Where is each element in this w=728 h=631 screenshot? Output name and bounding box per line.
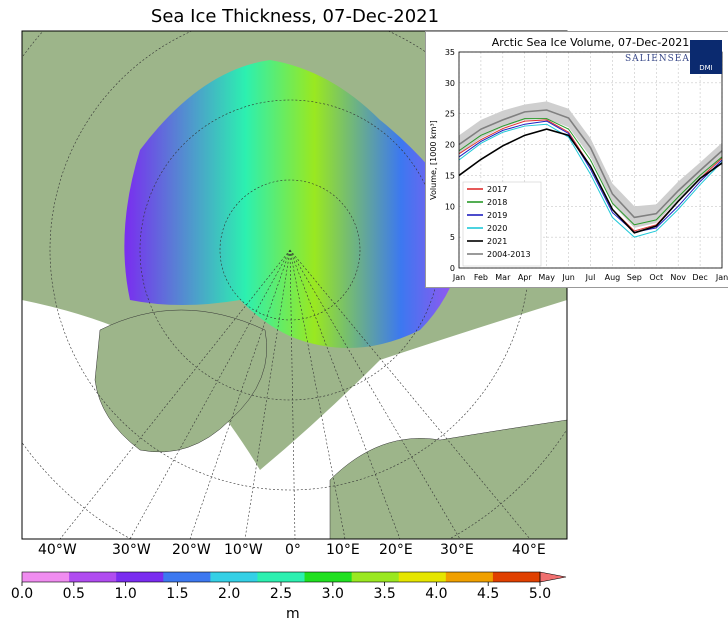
- colorbar-tick-label: 2.5: [269, 586, 293, 602]
- colorbar-tick-label: 0.5: [62, 586, 85, 602]
- legend-label: 2017: [487, 185, 507, 194]
- salienseas-logo: SALIENSEAS: [625, 54, 698, 64]
- x-tick-label: Sep: [627, 273, 642, 282]
- colorbar-tick-label: 1.0: [114, 586, 137, 602]
- series-line-2021: [458, 128, 723, 234]
- y-tick-label: 10: [445, 202, 455, 211]
- x-tick-label: Oct: [649, 273, 663, 282]
- x-tick-label: Aug: [605, 273, 621, 282]
- x-tick-label: Mar: [495, 273, 511, 282]
- lon-label-20e: 20°E: [379, 542, 413, 558]
- colorbar-tick-label: 4.0: [425, 586, 448, 602]
- colorbar-segment: [304, 572, 353, 582]
- y-tick-label: 15: [445, 171, 455, 180]
- dmi-logo: DMI: [690, 40, 722, 74]
- dmi-logo-text: DMI: [699, 64, 713, 72]
- x-tick-label: Jun: [561, 273, 575, 282]
- colorbar-segment: [22, 572, 70, 582]
- colorbar-segment: [445, 572, 494, 582]
- y-tick-label: 30: [445, 79, 455, 88]
- colorbar-segment: [116, 572, 164, 582]
- colorbar-segment: [398, 572, 447, 582]
- plot-frame: [458, 51, 723, 269]
- colorbar-segment: [163, 572, 211, 582]
- y-tick-label: 5: [450, 233, 455, 242]
- colorbar-tick-label: 0.0: [10, 586, 34, 602]
- scandinavia-landmass: [329, 419, 567, 539]
- legend-label: 2021: [487, 237, 507, 246]
- map-title: Sea Ice Thickness, 07-Dec-2021: [150, 6, 440, 27]
- legend-label: 2020: [487, 224, 507, 233]
- colorbar-tick-label: 5.0: [528, 586, 552, 602]
- y-tick-label: 20: [445, 141, 455, 150]
- x-tick-label: May: [538, 273, 555, 282]
- x-tick-label: Apr: [518, 273, 533, 282]
- series-line-2004-2013: [458, 109, 723, 219]
- y-tick-label: 25: [445, 110, 455, 119]
- colorbar-unit: m: [286, 606, 300, 622]
- colorbar-segment: [351, 572, 400, 582]
- colorbar-tick-label: 3.0: [321, 586, 344, 602]
- x-tick-label: Feb: [474, 273, 488, 282]
- sea-ice-field: [124, 60, 470, 348]
- x-tick-label: Nov: [670, 273, 686, 282]
- greenland-landmass: [94, 309, 268, 453]
- series-line-2018: [458, 118, 723, 226]
- colorbar: [21, 571, 567, 586]
- colorbar-tick-label: 1.5: [166, 586, 189, 602]
- legend-label: 2018: [487, 198, 507, 207]
- y-axis-label: Volume, [1000 km³]: [429, 120, 438, 200]
- series-line-2020: [458, 123, 723, 238]
- legend-label: 2019: [487, 211, 507, 220]
- colorbar-segment: [69, 572, 117, 582]
- lon-label-0: 0°: [285, 542, 301, 558]
- lon-label-10w: 10°W: [224, 542, 263, 558]
- colorbar-tick-label: 2.0: [218, 586, 241, 602]
- lon-label-40w: 40°W: [38, 542, 77, 558]
- y-tick-label: 35: [445, 48, 455, 57]
- lon-label-20w: 20°W: [172, 542, 211, 558]
- colorbar-segment: [210, 572, 258, 582]
- volume-chart: Arctic Sea Ice Volume, 07-Dec-2021 0 5 10 15…: [429, 36, 728, 282]
- colorbar-extension: [539, 571, 567, 583]
- colorbar-tick-label: 4.5: [477, 586, 500, 602]
- volume-chart-inset: Arctic Sea Ice Volume, 07-Dec-2021 0 5 10 15…: [425, 31, 728, 288]
- x-tick-label: Jan: [715, 273, 728, 282]
- x-tick-label: Dec: [692, 273, 707, 282]
- lon-label-30e: 30°E: [440, 542, 474, 558]
- lon-label-10e: 10°E: [326, 542, 360, 558]
- chart-title: Arctic Sea Ice Volume, 07-Dec-2021: [492, 36, 689, 49]
- x-tick-label: Jan: [452, 273, 465, 282]
- legend-box: [462, 181, 542, 267]
- lon-label-40e: 40°E: [512, 542, 546, 558]
- colorbar-segment: [257, 572, 306, 582]
- x-tick-label: Jul: [585, 273, 596, 282]
- colorbar-segment: [492, 572, 541, 582]
- legend-label: 2004-2013: [487, 250, 531, 259]
- lon-label-30w: 30°W: [112, 542, 151, 558]
- colorbar-tick-label: 3.5: [373, 586, 396, 602]
- y-tick-label: 0: [450, 264, 455, 273]
- series-line-2019: [458, 120, 723, 233]
